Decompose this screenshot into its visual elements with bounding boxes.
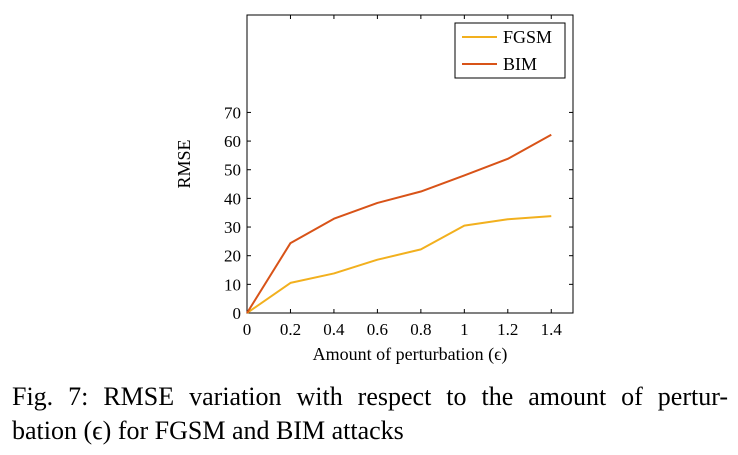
y-tick-label: 0	[233, 304, 242, 323]
x-tick-label: 0.6	[367, 320, 388, 339]
axis-ticks: 0 0.2 0.4 0.6 0.8 1 1.2 1.4 0 10 20 30 40 50 60 70	[224, 15, 573, 339]
x-tick-label: 0	[243, 320, 252, 339]
x-tick-label: 0.8	[410, 320, 431, 339]
rmse-line-chart: 0 0.2 0.4 0.6 0.8 1 1.2 1.4 0 10 20 30 40 50 60 70 Amou…	[174, 14, 574, 365]
caption-line-2: bation (ϵ) for FGSM and BIM attacks	[12, 416, 404, 445]
x-tick-label: 1	[460, 320, 469, 339]
y-tick-label: 50	[224, 161, 241, 180]
x-axis-label: Amount of perturbation (ϵ)	[313, 344, 508, 365]
figure-caption: Fig. 7: RMSE variation with respect to t…	[12, 380, 728, 448]
x-tick-label: 0.2	[280, 320, 301, 339]
y-tick-label: 40	[224, 189, 241, 208]
y-tick-label: 10	[224, 275, 241, 294]
legend: FGSM BIM	[454, 22, 566, 79]
y-tick-label: 60	[224, 132, 241, 151]
caption-line-1: Fig. 7: RMSE variation with respect to t…	[12, 382, 728, 411]
legend-label-fgsm: FGSM	[503, 27, 552, 47]
x-tick-label: 0.4	[323, 320, 345, 339]
series-line-bim	[246, 133, 552, 314]
y-axis-label: RMSE	[174, 139, 194, 188]
x-tick-label: 1.4	[541, 320, 563, 339]
series-line-fgsm	[246, 215, 552, 314]
y-tick-label: 20	[224, 247, 241, 266]
y-tick-label: 30	[224, 218, 241, 237]
legend-box	[454, 22, 566, 79]
plot-frame	[246, 14, 574, 314]
legend-label-bim: BIM	[503, 54, 537, 74]
y-tick-label: 70	[224, 103, 241, 122]
x-tick-label: 1.2	[497, 320, 518, 339]
series-lines	[246, 133, 552, 314]
